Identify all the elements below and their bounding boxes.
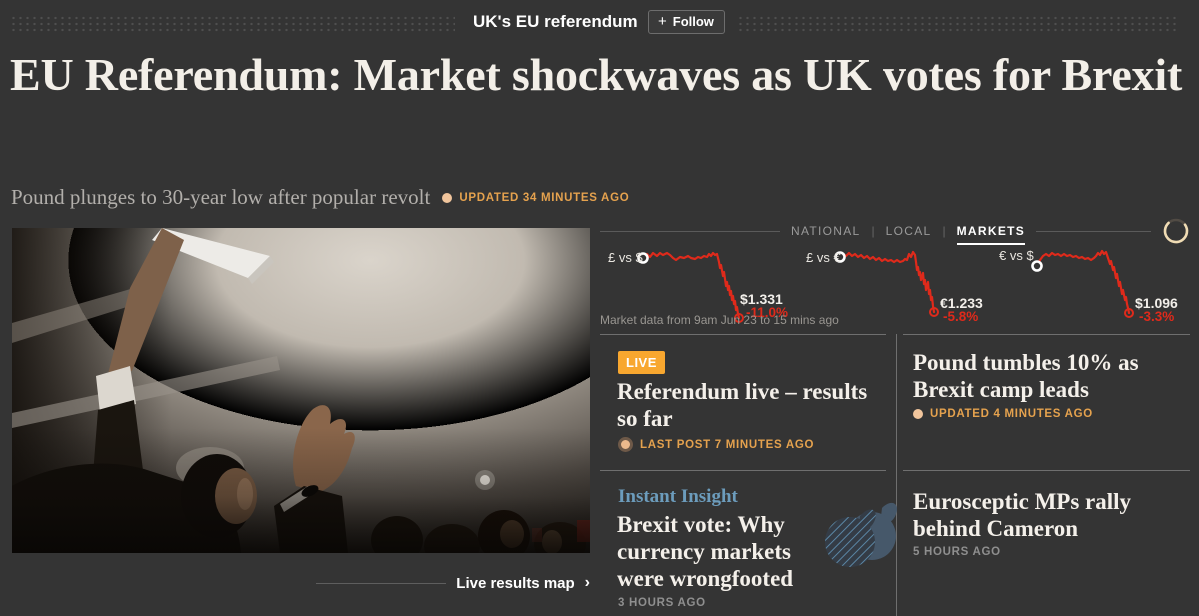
divider-line xyxy=(600,230,780,232)
header-dot-texture-right xyxy=(737,15,1180,32)
fx-chart-gbp-eur[interactable]: £ vs € €1.233 -5.8% xyxy=(800,240,995,332)
divider-line xyxy=(1036,230,1151,232)
last-post-text: LAST POST 7 MINUTES AGO xyxy=(640,438,815,451)
fx-last-value: $1.096 xyxy=(1135,295,1178,311)
divider-line xyxy=(600,334,886,335)
fx-chart-gbp-usd[interactable]: £ vs $ $1.331 -11.0% xyxy=(600,240,795,332)
pound-updated-meta: UPDATED 4 MINUTES AGO xyxy=(913,408,1093,420)
live-badge: LIVE xyxy=(618,351,665,374)
last-post-meta: LAST POST 7 MINUTES AGO xyxy=(618,437,814,452)
tab-separator: | xyxy=(942,224,946,238)
kicker-instant-insight[interactable]: Instant Insight xyxy=(618,486,738,507)
fx-last-value: €1.233 xyxy=(940,295,983,311)
story-headline-brexit-vote[interactable]: Brexit vote: Why currency markets were w… xyxy=(617,512,794,591)
tab-national[interactable]: NATIONAL xyxy=(791,224,861,238)
updated-dot-icon xyxy=(913,409,923,419)
story-headline-referendum-live[interactable]: Referendum live – results so far xyxy=(617,379,868,431)
markets-tab-bar: NATIONAL | LOCAL | MARKETS xyxy=(600,217,1190,245)
topic-tag[interactable]: UK's EU referendum xyxy=(473,12,638,31)
market-data-caption: Market data from 9am Jun 23 to 15 mins a… xyxy=(600,313,839,327)
follow-button-label: Follow xyxy=(672,14,714,29)
divider-line xyxy=(903,334,1190,335)
column-divider xyxy=(896,334,897,616)
main-headline[interactable]: EU Referendum: Market shockwaves as UK v… xyxy=(10,49,1183,100)
divider-line xyxy=(316,582,447,584)
standfirst: Pound plunges to 30-year low after popul… xyxy=(11,185,431,209)
fx-change-value: -5.8% xyxy=(943,309,979,324)
fx-pair-label: £ vs $ xyxy=(608,250,643,265)
last-post-dot-icon xyxy=(618,437,633,452)
fx-pair-label: € vs $ xyxy=(999,248,1034,263)
fx-change-value: -3.3% xyxy=(1139,309,1175,324)
eurosceptic-timestamp: 5 HOURS AGO xyxy=(913,546,1001,558)
updated-dot-icon xyxy=(442,192,453,203)
plus-icon: + xyxy=(658,13,667,30)
tab-markets[interactable]: MARKETS xyxy=(956,224,1026,245)
tab-separator: | xyxy=(871,224,875,238)
fx-change-value: -11.0% xyxy=(746,305,789,320)
quote-marks-graphic xyxy=(825,502,898,567)
updated-badge: UPDATED 34 MINUTES AGO xyxy=(442,192,629,204)
refresh-timer-icon xyxy=(1163,218,1189,244)
updated-text: UPDATED 34 MINUTES AGO xyxy=(459,191,630,204)
fx-pair-label: £ vs € xyxy=(806,250,841,265)
live-results-map-link[interactable]: Live results map xyxy=(456,574,575,592)
lead-photo-farage[interactable] xyxy=(12,228,590,553)
fx-chart-eur-usd[interactable]: € vs $ $1.096 -3.3% xyxy=(995,240,1199,332)
timestamp-text: 5 HOURS AGO xyxy=(913,546,1001,558)
header-dot-texture-left xyxy=(10,15,455,32)
tab-local[interactable]: LOCAL xyxy=(885,224,932,238)
fx-last-value: $1.331 xyxy=(740,291,783,307)
timestamp-text: 3 HOURS AGO xyxy=(618,597,706,609)
insight-timestamp: 3 HOURS AGO xyxy=(618,597,706,609)
follow-button[interactable]: + Follow xyxy=(648,10,725,34)
divider-line xyxy=(903,470,1190,471)
divider-line xyxy=(600,470,886,471)
updated-text: UPDATED 4 MINUTES AGO xyxy=(930,408,1093,420)
live-results-map-row: Live results map › xyxy=(12,574,590,592)
chevron-right-icon[interactable]: › xyxy=(584,574,590,591)
story-headline-eurosceptic-mps[interactable]: Eurosceptic MPs rally behind Cameron xyxy=(913,489,1132,541)
story-headline-pound-tumbles[interactable]: Pound tumbles 10% as Brexit camp leads xyxy=(913,350,1139,402)
